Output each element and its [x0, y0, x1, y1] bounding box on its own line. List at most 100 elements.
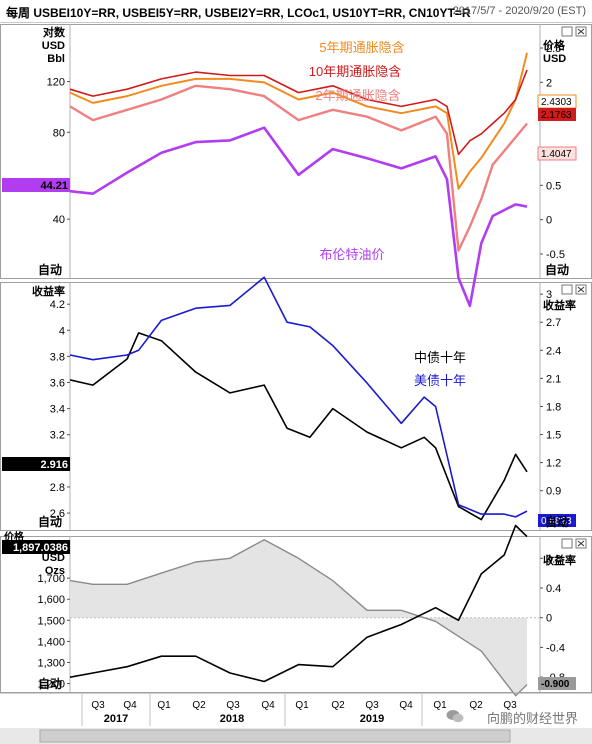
bei2y-last-badge: [537, 146, 577, 161]
top-right-axis-title: USD: [543, 53, 566, 65]
brent-last-value: 44.21: [40, 180, 68, 192]
x-year-label: 2018: [220, 713, 244, 725]
gold-last-badge: [2, 540, 70, 554]
mid-right-tick-label: 1.2: [546, 458, 561, 470]
chart-title: 每周 USBEI10Y=RR, USBEI5Y=RR, USBEI2Y=RR, …: [6, 6, 471, 20]
mid-right-tick-label: 1.8: [546, 401, 561, 413]
top-left-axis-title: 对数: [43, 25, 66, 39]
bei5y-last-value: 2.4303: [541, 97, 572, 108]
x-quarter-label: Q3: [91, 700, 105, 711]
bei2y-line: [69, 84, 528, 252]
x-quarter-label: Q1: [295, 700, 309, 711]
legend-cn10y: 中债十年: [414, 350, 466, 365]
legend-bei10y: 10年期通胀隐含: [309, 64, 401, 79]
gold-line: [69, 524, 528, 683]
restore-button-2: [561, 538, 573, 549]
x-quarter-label: Q4: [261, 700, 275, 711]
panel-frame-0: [0, 24, 592, 279]
mid-left-tick-label: 2.8: [50, 482, 65, 494]
x-quarter-label: Q4: [399, 700, 413, 711]
chart-header: 每周 USBEI10Y=RR, USBEI5Y=RR, USBEI2Y=RR, …: [0, 0, 592, 23]
top-right-axis-title: 价格: [543, 38, 566, 52]
legend-brent: 布伦特油价: [319, 247, 384, 262]
panel-frame-1: [0, 282, 592, 531]
real-yield-line: [69, 539, 528, 697]
gold-last-value: 1,897.0386: [13, 542, 68, 554]
brent-line: [69, 126, 528, 308]
mid-left-tick-label: 3.6: [50, 378, 65, 390]
x-quarter-label: Q2: [469, 700, 483, 711]
bot-price-label: 价格: [4, 530, 25, 543]
mid-left-tick-label: 3.8: [50, 351, 65, 363]
bot-auto-left: 自动: [38, 676, 62, 691]
top-right-tick-label: 0: [546, 215, 552, 227]
top-left-tick-label: 80: [53, 127, 65, 139]
mid-auto-left: 自动: [38, 514, 62, 529]
date-range: 2017/5/7 - 2020/9/20 (EST): [452, 5, 586, 17]
top-left-tick-label: 120: [47, 77, 65, 89]
bot-right-tick-label: 0: [546, 613, 552, 625]
close-icon-b-0: [577, 28, 585, 35]
close-icon-b-1: [577, 286, 585, 293]
us10y-last-badge: [538, 514, 576, 527]
top-auto-left: 自动: [38, 262, 62, 277]
x-quarter-label: Q2: [331, 700, 345, 711]
x-quarter-label: Q1: [433, 700, 447, 711]
x-year-label: 2019: [360, 713, 384, 725]
cn10y-line: [69, 332, 528, 521]
bot-left-tick-label: 1,300: [37, 657, 65, 669]
bei2y-last-value: 1.4047: [541, 149, 572, 160]
x-quarter-label: Q3: [226, 700, 240, 711]
mid-right-tick-label: 3: [546, 289, 552, 301]
bei10y-last-value: 2.1763: [541, 110, 572, 121]
top-right-tick-label: 2.5: [546, 43, 561, 55]
cn10y-last-badge: [2, 457, 70, 471]
x-quarter-label: Q1: [157, 700, 171, 711]
wechat-icon: [446, 710, 464, 723]
top-auto-right: 自动: [545, 262, 569, 277]
mid-right-tick-label: 2.4: [546, 345, 561, 357]
bot-right-tick-label: 0.4: [546, 583, 561, 595]
top-left-tick-label: 40: [53, 214, 65, 226]
x-quarter-label: Q2: [192, 700, 206, 711]
mid-left-tick-label: 3.2: [50, 430, 65, 442]
us10y-last-value: 0.6823: [541, 516, 572, 527]
bot-left-tick-label: 1,200: [37, 679, 65, 691]
bei10y-line: [69, 69, 528, 156]
mid-left-tick-label: 4.2: [50, 299, 65, 311]
top-left-axis-title: Bbl: [47, 53, 65, 65]
watermark: 向鹏的财经世界: [486, 711, 578, 726]
bot-right-axis-title: 收益率: [543, 553, 576, 567]
top-right-tick-label: 0.5: [546, 180, 561, 192]
top-right-tick-label: 2: [546, 77, 552, 89]
bot-left-axis-title: Ozs: [45, 565, 65, 577]
x-quarter-label: Q4: [123, 700, 137, 711]
brent-last-badge: [2, 178, 70, 192]
bot-left-axis-title: USD: [42, 552, 65, 564]
mid-right-axis-title: 收益率: [543, 298, 576, 312]
mid-left-tick-label: 3.4: [50, 404, 65, 416]
bot-left-tick-label: 1,400: [37, 636, 65, 648]
restore-button-1: [561, 284, 573, 295]
bei5y-line: [69, 52, 528, 190]
mid-auto-right: 自动: [545, 514, 569, 529]
cn10y-last-value: 2.916: [40, 459, 68, 471]
close-icon-b-2: [577, 540, 585, 547]
legend-bei2y: 2年期通胀隐含: [315, 88, 400, 103]
real-yield-last-badge: [538, 677, 576, 690]
bot-right-tick-label: 0.8: [546, 553, 561, 565]
bot-left-tick-label: 1,600: [37, 594, 65, 606]
legend-us10y: 美债十年: [414, 373, 466, 388]
x-year-label: 2017: [104, 713, 128, 725]
real-yield-last-value: -0.900: [541, 679, 570, 690]
mid-right-tick-label: 2.7: [546, 317, 561, 329]
mid-right-tick-label: 0.9: [546, 486, 561, 498]
mid-right-tick-label: 2.1: [546, 373, 561, 385]
bot-left-tick-label: 1,500: [37, 615, 65, 627]
bei10y-last-badge: [538, 108, 576, 121]
mid-right-tick-label: 1.5: [546, 430, 561, 442]
bot-right-tick-label: -0.4: [546, 642, 565, 654]
x-quarter-label: Q3: [365, 700, 379, 711]
restore-button-0: [561, 26, 573, 37]
